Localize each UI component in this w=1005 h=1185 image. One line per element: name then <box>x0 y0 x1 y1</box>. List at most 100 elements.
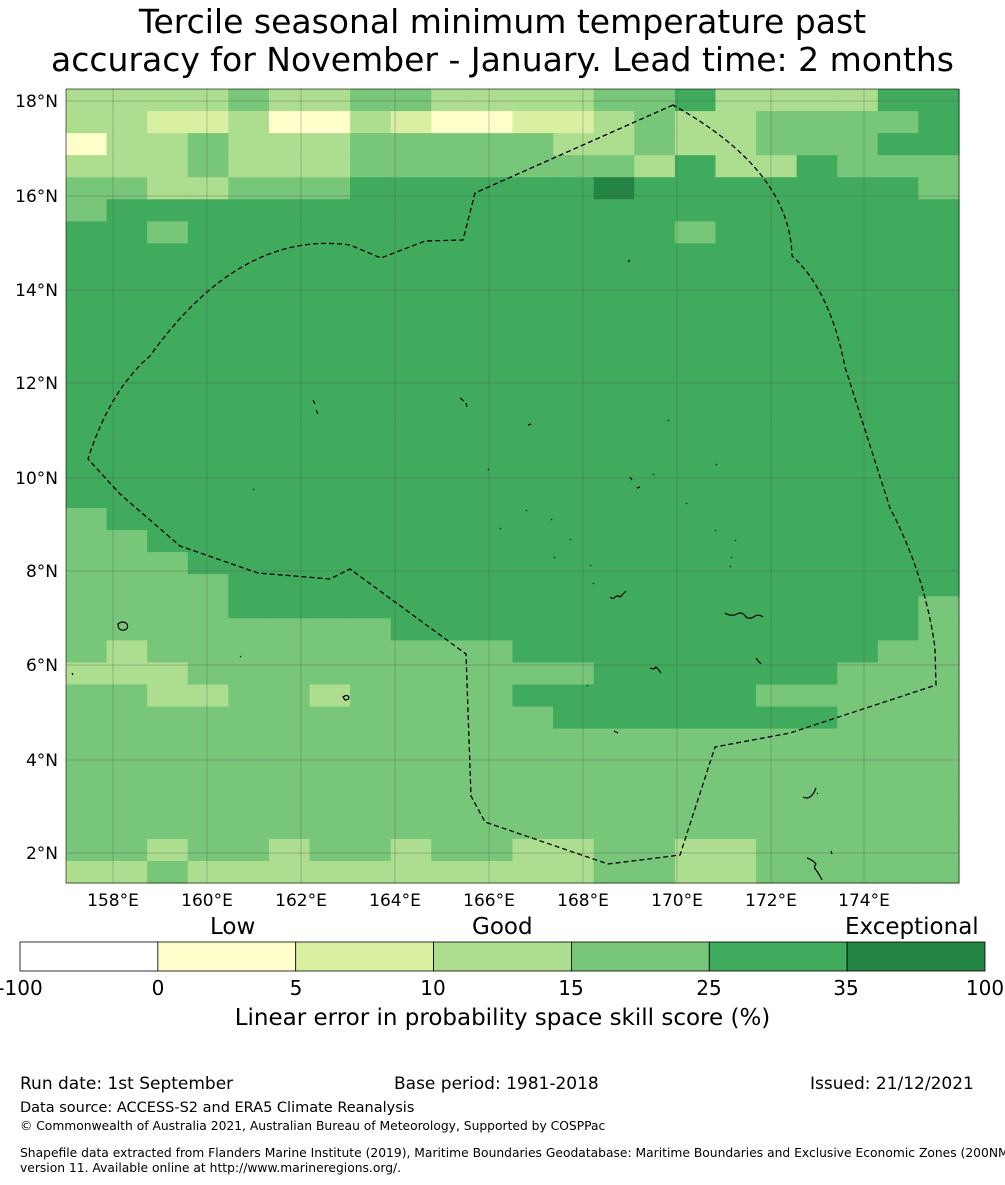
skill-cell <box>837 463 879 487</box>
colorbar-tick: -100 <box>0 976 43 1000</box>
skill-cell <box>796 89 838 112</box>
skill-cell <box>309 265 351 289</box>
skill-cell <box>837 375 879 399</box>
skill-cell <box>390 265 432 289</box>
skill-cell <box>431 706 473 730</box>
latitude-tick-label: 14°N <box>15 281 58 301</box>
skill-cell <box>147 530 189 553</box>
skill-cell <box>309 618 351 641</box>
skill-cell <box>756 750 798 774</box>
skill-cell <box>66 706 108 730</box>
skill-cell <box>715 353 757 377</box>
colorbar-tick: 0 <box>151 976 165 1000</box>
skill-cell <box>309 221 351 244</box>
skill-cell <box>350 794 392 818</box>
colorbar-tick: 5 <box>289 976 303 1000</box>
skill-cell <box>674 684 717 708</box>
skill-cell <box>66 287 108 311</box>
skill-cell <box>471 794 514 818</box>
skill-cell <box>756 794 798 818</box>
skill-cell <box>837 772 879 796</box>
skill-cell <box>593 706 635 730</box>
skill-cell <box>634 133 676 156</box>
skill-cell <box>918 772 960 796</box>
skill-cell <box>634 419 676 443</box>
skill-cell <box>471 133 514 156</box>
skill-cell <box>390 331 432 355</box>
skill-cell <box>553 287 595 311</box>
skill-cell <box>106 640 148 664</box>
skill-cell <box>431 243 473 267</box>
skill-cell <box>390 287 432 311</box>
longitude-axis: 158°E 160°E 162°E 164°E 166°E 168°E 170°E 172°E… <box>87 891 890 911</box>
skill-cell <box>715 728 757 752</box>
skill-cell <box>877 397 920 421</box>
skill-cell <box>918 331 960 355</box>
skill-cell <box>634 640 676 664</box>
skill-cell <box>715 816 757 840</box>
skill-cell <box>796 706 838 730</box>
skill-cell <box>756 375 798 399</box>
skill-cell <box>390 133 432 156</box>
skill-cell <box>634 816 676 840</box>
skill-cell <box>553 419 595 443</box>
skill-cell <box>431 574 473 597</box>
latitude-tick-label: 4°N <box>26 751 58 771</box>
skill-cell <box>66 662 108 686</box>
skill-cell <box>390 243 432 267</box>
skill-cell <box>187 640 229 664</box>
skill-cell <box>634 838 676 862</box>
skill-cell <box>553 706 595 730</box>
skill-cell <box>715 508 757 531</box>
skill-cell <box>796 618 838 641</box>
skill-cell <box>918 243 960 267</box>
skill-cell <box>268 243 311 267</box>
skill-cell <box>228 750 270 774</box>
skill-cell <box>715 618 757 641</box>
colorbar-segment <box>433 941 572 972</box>
skill-cell <box>228 309 270 333</box>
skill-cell <box>674 750 717 774</box>
skill-cell <box>674 287 717 311</box>
skill-cell <box>837 221 879 244</box>
skill-cell <box>106 111 148 134</box>
skill-cell <box>350 89 392 112</box>
skill-cell <box>187 155 229 178</box>
skill-cell <box>390 530 432 553</box>
skill-cell <box>187 816 229 840</box>
skill-cell <box>674 419 717 443</box>
skill-cell <box>309 706 351 730</box>
colorbar-label-good: Good <box>472 914 533 940</box>
skill-cell <box>228 684 270 708</box>
skill-cell <box>350 640 392 664</box>
skill-cell <box>512 177 554 200</box>
skill-cell <box>471 441 514 465</box>
skill-cell <box>553 441 595 465</box>
latitude-axis: 18°N 16°N 14°N 12°N 10°N 8°N 6°N 4°N 2°N <box>15 92 58 864</box>
skill-cell <box>593 618 635 641</box>
map-title-line-1: Tercile seasonal minimum temperature pas… <box>138 2 867 41</box>
skill-cell <box>796 375 838 399</box>
skill-cell <box>309 486 351 509</box>
skill-cell <box>228 331 270 355</box>
skill-cell <box>431 397 473 421</box>
skill-cell <box>756 684 798 708</box>
skill-cell <box>309 353 351 377</box>
latitude-tick-label: 16°N <box>15 187 58 207</box>
skill-cell <box>187 353 229 377</box>
skill-cell <box>553 177 595 200</box>
skill-cell <box>187 199 229 222</box>
skill-cell <box>756 309 798 333</box>
skill-cell <box>796 133 838 156</box>
skill-cell <box>471 265 514 289</box>
skill-cell <box>796 265 838 289</box>
skill-cell <box>593 89 635 112</box>
skill-cell <box>268 750 311 774</box>
skill-cell <box>715 265 757 289</box>
skill-cell <box>756 89 798 112</box>
skill-cell <box>756 463 798 487</box>
skill-cell <box>350 111 392 134</box>
skill-cell <box>674 243 717 267</box>
skill-cell <box>390 750 432 774</box>
skill-cell <box>634 353 676 377</box>
